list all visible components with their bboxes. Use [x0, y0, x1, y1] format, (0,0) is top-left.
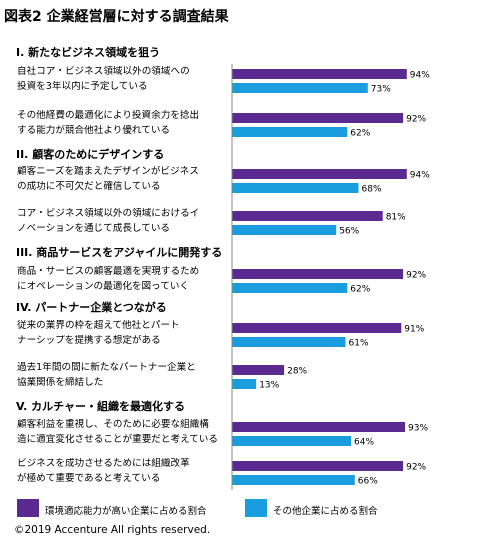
bar-value-label: 93%: [408, 424, 428, 434]
category-label: 商品・サービスの顧客最適を実現するため: [17, 266, 200, 277]
bar-value-label: 94%: [410, 171, 430, 181]
copyright-text: ©2019 Accenture All rights reserved.: [14, 524, 211, 536]
category-label: 投資を3年以内に予定している: [17, 81, 148, 92]
bar-high-adaptive: [232, 269, 404, 279]
bar-value-label: 66%: [358, 477, 378, 487]
category-label: の成功に不可欠だと確信している: [17, 181, 161, 192]
category-label: 従来の業界の枠を超えて他社とパート: [17, 320, 180, 331]
bar-value-label: 92%: [406, 271, 426, 281]
category-label: コア・ビジネス領域以外の領域におけるイ: [17, 208, 200, 219]
category-label: ナーシップを提携する想定がある: [17, 335, 161, 346]
bar-other: [232, 337, 346, 347]
category-label: 過去1年間の間に新たなパートナー企業と: [17, 362, 196, 373]
bar-other: [232, 183, 359, 193]
bar-high-adaptive: [232, 422, 405, 432]
category-label: 協業関係を締結した: [17, 377, 104, 388]
bar-high-adaptive: [232, 69, 407, 79]
bar-other: [232, 475, 355, 485]
category-label: ビジネスを成功させるためには組織改革: [17, 458, 190, 469]
bar-other: [232, 283, 348, 293]
category-label: 造に適宜変化させることが重要だと考えている: [17, 434, 218, 445]
bar-high-adaptive: [232, 113, 404, 123]
bar-value-label: 94%: [410, 71, 430, 81]
bar-high-adaptive: [232, 365, 285, 375]
section-heading: V. カルチャー・組織を最適化する: [16, 400, 185, 413]
bar-high-adaptive: [232, 169, 407, 179]
bar-high-adaptive: [232, 211, 383, 221]
chart-title: 図表2 企業経営層に対する調査結果: [4, 9, 229, 25]
legend-label-high: 環境適応能力が高い企業に占める割合: [45, 506, 207, 517]
category-label: が極めて重要であると考えている: [17, 473, 161, 484]
section-heading: I. 新たなビジネス領域を狙う: [16, 46, 161, 59]
bar-other: [232, 225, 337, 235]
bar-value-label: 61%: [349, 339, 369, 349]
bar-value-label: 92%: [406, 115, 426, 125]
bar-value-label: 13%: [259, 381, 279, 391]
bar-high-adaptive: [232, 323, 402, 333]
bar-other: [232, 127, 348, 137]
section-heading: IV. パートナー企業とつながる: [16, 301, 167, 314]
category-label: 顧客利益を重視し、そのために必要な組織構: [17, 419, 209, 430]
category-label: 自社コア・ビジネス領域以外の領域への: [17, 66, 190, 77]
bar-value-label: 91%: [404, 325, 424, 335]
bar-value-label: 73%: [371, 85, 391, 95]
legend-swatch-other: [245, 499, 267, 517]
bar-value-label: 81%: [386, 213, 406, 223]
category-label: する能力が競合他社より優れている: [17, 125, 171, 136]
legend-label-other: その他企業に占める割合: [273, 506, 378, 517]
bar-value-label: 56%: [339, 227, 359, 237]
bar-high-adaptive: [232, 461, 404, 471]
category-label: その他経費の最適化により投資余力を捻出: [17, 110, 200, 121]
category-label: 顧客ニーズを踏まえたデザインがビジネス: [17, 166, 199, 177]
section-heading: III. 商品サービスをアジャイルに開発する: [16, 246, 223, 259]
bar-value-label: 62%: [350, 285, 370, 295]
bar-value-label: 64%: [354, 438, 374, 448]
bar-other: [232, 379, 257, 389]
bar-other: [232, 83, 368, 93]
bar-other: [232, 436, 351, 446]
category-label: にオペレーションの最適化を図っていく: [17, 281, 190, 292]
bar-value-label: 92%: [406, 463, 426, 473]
bar-value-label: 68%: [362, 185, 382, 195]
legend-swatch-high: [17, 499, 39, 517]
category-label: ノベーションを通じて成長している: [17, 223, 171, 234]
section-heading: II. 顧客のためにデザインする: [16, 148, 165, 161]
bar-value-label: 28%: [287, 367, 307, 377]
bar-value-label: 62%: [350, 129, 370, 139]
